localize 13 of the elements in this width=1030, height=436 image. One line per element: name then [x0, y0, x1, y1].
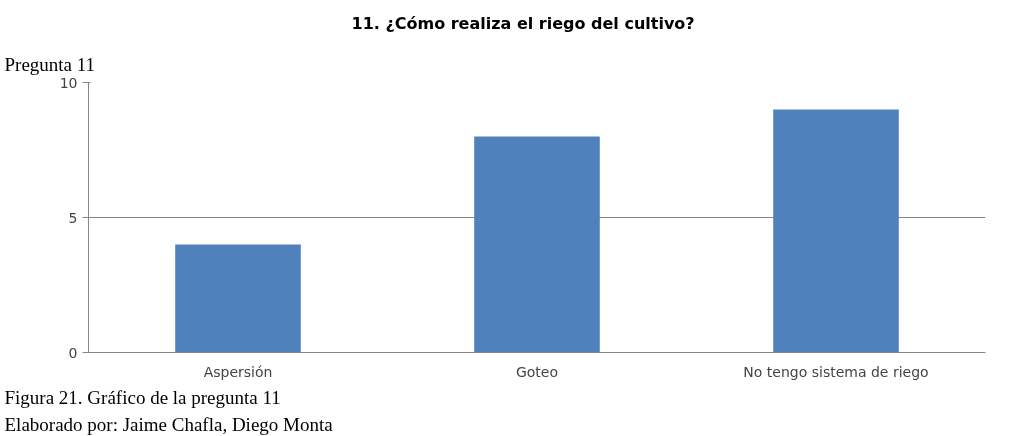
y-tick-label: 5 [68, 209, 78, 226]
bar [773, 109, 899, 353]
bar [474, 136, 600, 353]
x-tick-label: Goteo [515, 363, 559, 380]
bar [175, 244, 301, 353]
text: Pregunta 11 [4, 53, 96, 75]
y-tick-label: 10 [59, 74, 78, 91]
text: Elaborado por: Jaime Chafla, Diego Monta [4, 413, 334, 435]
y-tick-label: 0 [68, 344, 78, 361]
x-tick-label: No tengo sistema de riego [743, 363, 929, 380]
text: Figura 21. Gráfico de la pregunta 11 [4, 386, 281, 408]
chart-title: 11. ¿Cómo realiza el riego del cultivo? [351, 13, 695, 33]
x-tick-label: Aspersión [203, 363, 273, 380]
